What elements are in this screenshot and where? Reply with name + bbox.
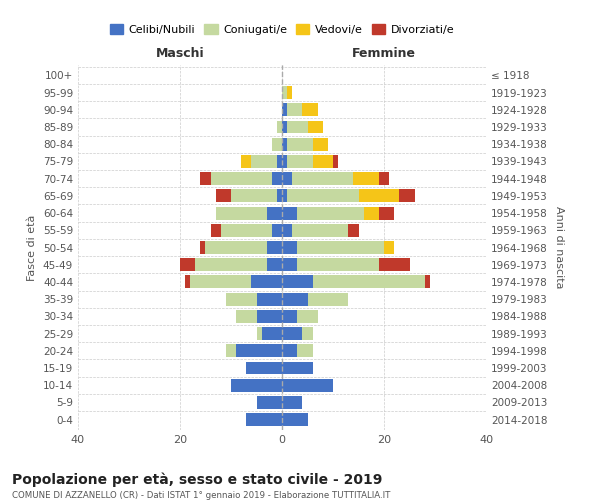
Bar xyxy=(257,327,262,340)
Bar xyxy=(282,172,292,185)
Bar xyxy=(282,86,287,99)
Bar xyxy=(298,258,379,271)
Bar xyxy=(282,344,298,358)
Bar xyxy=(287,86,292,99)
Bar xyxy=(287,104,302,116)
Bar xyxy=(292,172,353,185)
Bar xyxy=(302,327,313,340)
Bar xyxy=(282,327,302,340)
Bar xyxy=(282,396,302,409)
Text: Popolazione per età, sesso e stato civile - 2019: Popolazione per età, sesso e stato civil… xyxy=(12,472,382,487)
Bar xyxy=(282,190,287,202)
Bar xyxy=(226,344,236,358)
Text: Maschi: Maschi xyxy=(155,47,205,60)
Bar xyxy=(282,276,313,288)
Bar xyxy=(282,362,313,374)
Bar xyxy=(180,258,196,271)
Bar xyxy=(364,206,379,220)
Bar xyxy=(262,327,282,340)
Bar xyxy=(282,292,308,306)
Bar xyxy=(200,241,205,254)
Bar xyxy=(287,138,313,150)
Bar xyxy=(251,276,282,288)
Bar xyxy=(379,172,389,185)
Bar xyxy=(400,190,415,202)
Bar xyxy=(282,241,298,254)
Bar xyxy=(277,190,282,202)
Bar xyxy=(313,276,425,288)
Bar xyxy=(241,155,251,168)
Bar xyxy=(257,396,282,409)
Bar xyxy=(308,292,348,306)
Bar xyxy=(266,258,282,271)
Bar xyxy=(216,206,266,220)
Bar xyxy=(200,172,211,185)
Bar xyxy=(359,190,400,202)
Bar xyxy=(211,224,221,236)
Bar xyxy=(313,138,328,150)
Bar xyxy=(282,155,287,168)
Bar xyxy=(190,276,251,288)
Bar xyxy=(384,241,394,254)
Bar xyxy=(282,258,298,271)
Bar xyxy=(211,172,272,185)
Bar xyxy=(266,241,282,254)
Bar xyxy=(298,241,384,254)
Bar xyxy=(272,138,282,150)
Bar xyxy=(251,155,277,168)
Bar xyxy=(298,344,313,358)
Y-axis label: Fasce di età: Fasce di età xyxy=(28,214,37,280)
Legend: Celibi/Nubili, Coniugati/e, Vedovi/e, Divorziati/e: Celibi/Nubili, Coniugati/e, Vedovi/e, Di… xyxy=(106,20,458,39)
Bar xyxy=(282,120,287,134)
Bar xyxy=(348,224,359,236)
Text: Femmine: Femmine xyxy=(352,47,416,60)
Bar xyxy=(282,379,333,392)
Bar xyxy=(425,276,430,288)
Bar xyxy=(231,190,277,202)
Bar xyxy=(231,379,282,392)
Bar xyxy=(298,310,318,323)
Bar xyxy=(257,292,282,306)
Bar xyxy=(282,206,298,220)
Bar xyxy=(292,224,348,236)
Bar xyxy=(195,258,266,271)
Bar xyxy=(185,276,190,288)
Bar xyxy=(308,120,323,134)
Bar xyxy=(379,206,394,220)
Bar xyxy=(216,190,231,202)
Bar xyxy=(282,224,292,236)
Bar xyxy=(282,138,287,150)
Bar xyxy=(287,155,313,168)
Bar xyxy=(226,292,257,306)
Bar xyxy=(257,310,282,323)
Bar xyxy=(287,120,308,134)
Bar xyxy=(379,258,410,271)
Bar xyxy=(272,224,282,236)
Bar xyxy=(266,206,282,220)
Bar xyxy=(205,241,266,254)
Bar xyxy=(313,155,333,168)
Y-axis label: Anni di nascita: Anni di nascita xyxy=(554,206,564,289)
Bar xyxy=(246,413,282,426)
Bar xyxy=(277,155,282,168)
Bar xyxy=(298,206,364,220)
Bar xyxy=(221,224,272,236)
Bar xyxy=(287,190,359,202)
Bar xyxy=(353,172,379,185)
Text: COMUNE DI AZZANELLO (CR) - Dati ISTAT 1° gennaio 2019 - Elaborazione TUTTITALIA.: COMUNE DI AZZANELLO (CR) - Dati ISTAT 1°… xyxy=(12,491,391,500)
Bar xyxy=(272,172,282,185)
Bar xyxy=(282,413,308,426)
Bar xyxy=(236,310,257,323)
Bar xyxy=(282,104,287,116)
Bar xyxy=(277,120,282,134)
Bar xyxy=(236,344,282,358)
Bar xyxy=(246,362,282,374)
Bar xyxy=(282,310,298,323)
Bar xyxy=(333,155,338,168)
Bar xyxy=(302,104,318,116)
